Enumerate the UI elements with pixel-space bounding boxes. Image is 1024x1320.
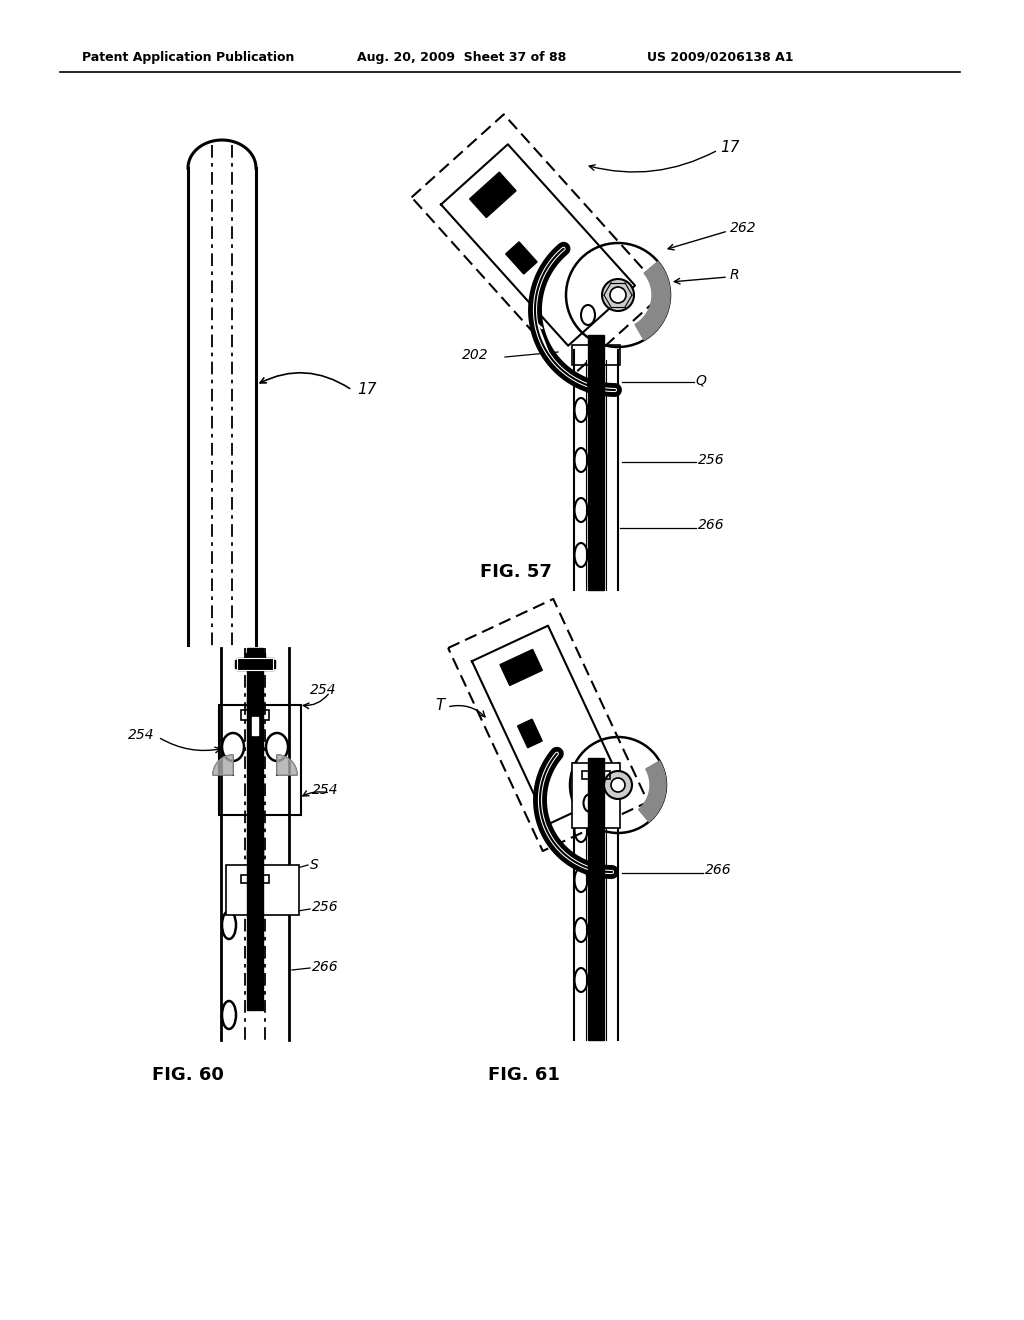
- Polygon shape: [639, 762, 666, 822]
- Text: 266: 266: [698, 517, 725, 532]
- Text: 254: 254: [312, 783, 339, 797]
- Polygon shape: [278, 755, 297, 775]
- Text: T: T: [435, 697, 444, 713]
- Text: S: S: [310, 858, 318, 873]
- Bar: [588, 335, 604, 590]
- Polygon shape: [470, 172, 516, 218]
- Text: US 2009/0206138 A1: US 2009/0206138 A1: [647, 50, 794, 63]
- Polygon shape: [213, 755, 233, 775]
- Bar: [219, 705, 301, 814]
- Polygon shape: [506, 242, 538, 275]
- Text: 266: 266: [312, 960, 339, 974]
- Text: 17: 17: [357, 383, 377, 397]
- Bar: [226, 865, 299, 915]
- Bar: [241, 710, 251, 719]
- Bar: [237, 657, 273, 671]
- Bar: [245, 653, 265, 663]
- Bar: [600, 771, 610, 779]
- Bar: [247, 700, 263, 861]
- Bar: [247, 648, 263, 708]
- Text: 254: 254: [128, 729, 155, 742]
- Bar: [588, 380, 604, 392]
- Text: Aug. 20, 2009  Sheet 37 of 88: Aug. 20, 2009 Sheet 37 of 88: [357, 50, 566, 63]
- Bar: [234, 660, 275, 668]
- Text: 17: 17: [720, 140, 739, 156]
- Circle shape: [604, 771, 632, 799]
- Bar: [572, 345, 620, 366]
- Polygon shape: [635, 261, 670, 341]
- Text: 266: 266: [705, 863, 731, 876]
- Text: 256: 256: [312, 900, 339, 913]
- Text: 202: 202: [462, 348, 488, 362]
- Polygon shape: [517, 719, 542, 747]
- Text: 256: 256: [698, 453, 725, 467]
- Text: FIG. 61: FIG. 61: [488, 1067, 560, 1084]
- Text: FIG. 57: FIG. 57: [480, 564, 552, 581]
- Bar: [259, 875, 269, 883]
- Circle shape: [602, 279, 634, 312]
- Text: 262: 262: [730, 220, 757, 235]
- Circle shape: [611, 777, 625, 792]
- Bar: [241, 875, 251, 883]
- Bar: [588, 758, 604, 1040]
- Bar: [252, 717, 258, 735]
- Bar: [582, 771, 592, 779]
- Bar: [259, 710, 269, 719]
- Text: Q: Q: [695, 374, 706, 387]
- Bar: [572, 763, 620, 828]
- Text: R: R: [730, 268, 739, 282]
- Text: FIG. 60: FIG. 60: [152, 1067, 224, 1084]
- Text: Patent Application Publication: Patent Application Publication: [82, 50, 294, 63]
- Circle shape: [610, 286, 626, 304]
- Bar: [247, 850, 263, 1010]
- Bar: [237, 657, 273, 671]
- Text: 254: 254: [310, 682, 337, 697]
- Polygon shape: [500, 649, 543, 685]
